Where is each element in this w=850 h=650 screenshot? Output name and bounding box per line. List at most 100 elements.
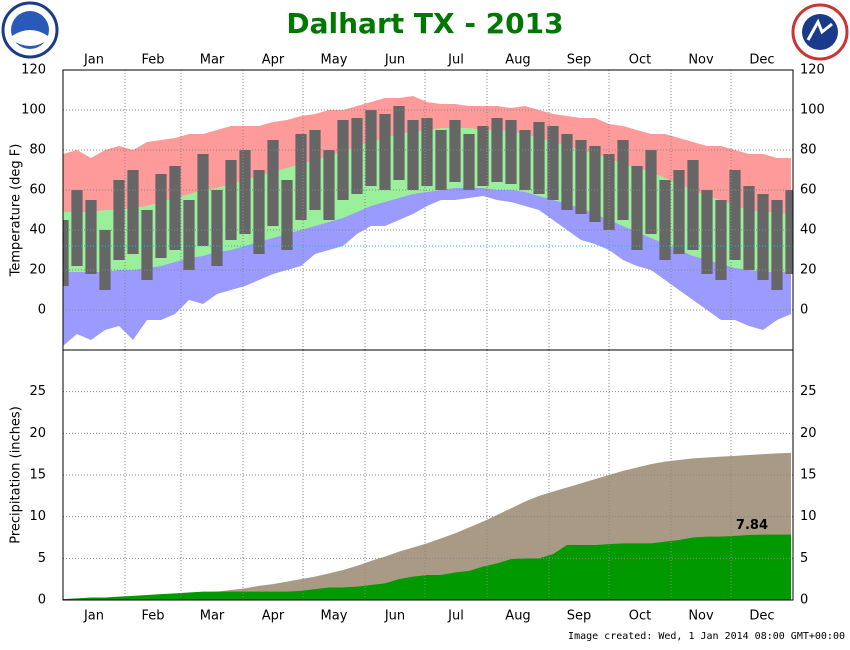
y-tick-label-right: 100 xyxy=(800,103,825,118)
plot-area xyxy=(63,96,793,350)
y-tick-label: 0 xyxy=(38,303,46,318)
y-tick-label: 100 xyxy=(21,103,46,118)
actual-range-bar xyxy=(659,180,671,260)
actual-range-bar xyxy=(631,166,643,250)
actual-range-bar xyxy=(617,140,629,220)
y-tick-label: 25 xyxy=(29,384,46,399)
x-tick-label: Sep xyxy=(567,53,592,68)
actual-range-bar xyxy=(785,190,793,274)
y-tick-label: 20 xyxy=(29,426,46,441)
y-tick-label-right: 25 xyxy=(800,384,817,399)
actual-range-bar xyxy=(323,150,335,220)
x-tick-label: Aug xyxy=(505,53,530,68)
actual-range-bar xyxy=(211,190,223,266)
actual-range-bar xyxy=(85,200,97,274)
y-tick-label-right: 60 xyxy=(800,183,817,198)
y-tick-label: 15 xyxy=(29,468,46,483)
actual-range-bar xyxy=(379,114,391,190)
y-tick-label: 20 xyxy=(29,263,46,278)
actual-range-bar xyxy=(365,110,377,186)
y-tick-label: 10 xyxy=(29,509,46,524)
x-tick-label: Nov xyxy=(688,609,714,624)
x-tick-label: Aug xyxy=(505,609,530,624)
actual-range-bar xyxy=(477,126,489,186)
y-tick-label-right: 15 xyxy=(800,468,817,483)
actual-range-bar xyxy=(505,120,517,184)
y-axis-label: Temperature (deg F) xyxy=(9,144,24,278)
actual-range-bar xyxy=(491,118,503,182)
actual-range-bar xyxy=(589,146,601,222)
actual-range-bar xyxy=(169,166,181,250)
y-tick-label-right: 5 xyxy=(800,551,808,566)
actual-range-bar xyxy=(533,122,545,194)
y-tick-label: 0 xyxy=(38,593,46,608)
y-tick-label-right: 80 xyxy=(800,143,817,158)
nws-logo xyxy=(791,3,849,61)
actual-range-bar xyxy=(309,130,321,210)
actual-range-bar xyxy=(197,154,209,246)
y-tick-label-right: 20 xyxy=(800,263,817,278)
actual-range-bar xyxy=(127,170,139,254)
actual-range-bar xyxy=(295,134,307,220)
band-area xyxy=(63,196,791,350)
actual-range-bar xyxy=(421,118,433,186)
x-tick-label: Jul xyxy=(447,609,464,624)
y-tick-label: 80 xyxy=(29,143,46,158)
actual-range-bar xyxy=(449,120,461,182)
actual-range-bar xyxy=(575,140,587,214)
plot-frame xyxy=(62,349,794,601)
actual-range-bar xyxy=(645,150,657,234)
noaa-logo xyxy=(1,1,59,59)
actual-range-bar xyxy=(463,134,475,190)
y-tick-label-right: 20 xyxy=(800,426,817,441)
actual-range-bar xyxy=(225,160,237,240)
actual-range-bar xyxy=(729,170,741,260)
x-tick-label: Feb xyxy=(141,53,164,68)
x-tick-label: Apr xyxy=(262,53,285,68)
x-tick-label: Oct xyxy=(629,609,651,624)
x-tick-label: Sep xyxy=(567,609,592,624)
y-tick-label-right: 0 xyxy=(800,303,808,318)
x-tick-label: Apr xyxy=(262,609,285,624)
actual-range-bar xyxy=(561,134,573,210)
actual-range-bar xyxy=(673,170,685,254)
actual-range-bar xyxy=(715,200,727,280)
actual-range-bar xyxy=(519,130,531,190)
x-tick-label: Jan xyxy=(83,609,104,624)
footer: Image created: Wed, 1 Jan 2014 08:00 GMT… xyxy=(568,631,845,642)
chart-title: Dalhart TX - 2013 xyxy=(286,7,563,40)
y-tick-label-right: 10 xyxy=(800,509,817,524)
x-tick-label: Dec xyxy=(749,53,774,68)
x-tick-label: Mar xyxy=(200,609,225,624)
actual-range-bar xyxy=(351,118,363,194)
y-axis-label: Precipitation (inches) xyxy=(9,406,24,544)
actual-range-bar xyxy=(183,200,195,270)
actual-range-bar xyxy=(701,190,713,274)
actual-range-bar xyxy=(141,210,153,280)
actual-range-bar xyxy=(239,150,251,234)
x-tick-label: Dec xyxy=(749,609,774,624)
x-tick-label: May xyxy=(321,609,348,624)
actual-range-bar xyxy=(393,106,405,180)
x-tick-label: Jul xyxy=(447,53,464,68)
actual-range-bar xyxy=(155,174,167,258)
x-tick-label: Mar xyxy=(200,53,225,68)
actual-range-bar xyxy=(267,140,279,226)
x-tick-label: Jun xyxy=(384,609,405,624)
actual-range-bar xyxy=(63,220,69,286)
actual-range-bar xyxy=(253,170,265,254)
plot-area xyxy=(63,452,791,600)
y-tick-label-right: 0 xyxy=(800,593,808,608)
y-tick-label: 5 xyxy=(38,551,46,566)
x-tick-label: Jun xyxy=(384,53,405,68)
actual-range-bar xyxy=(757,194,769,280)
actual-range-bar xyxy=(281,180,293,250)
actual-range-bar xyxy=(407,120,419,190)
actual-range-bar xyxy=(771,200,783,290)
actual-range-bar xyxy=(113,180,125,260)
actual-range-bar xyxy=(603,154,615,230)
actual-range-bar xyxy=(71,190,83,266)
actual-range-bar xyxy=(99,230,111,290)
actual-range-bar xyxy=(435,130,447,190)
